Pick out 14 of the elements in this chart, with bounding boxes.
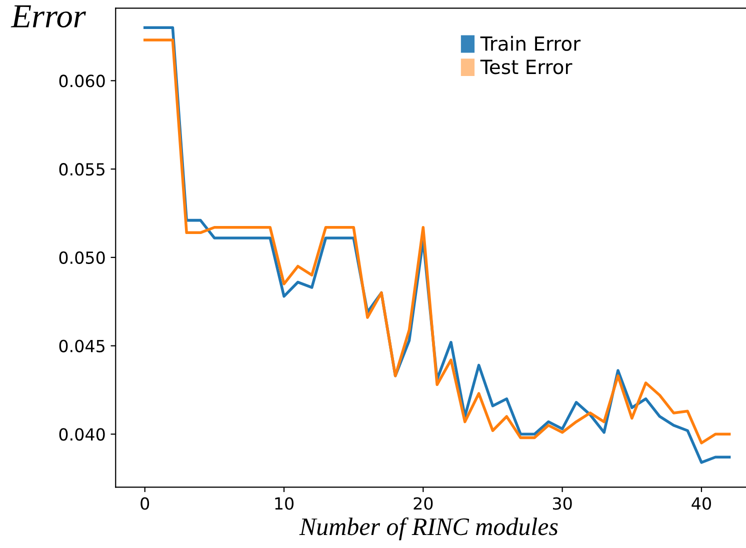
y-tick-label: 0.040 [59, 428, 105, 441]
y-tick-label: 0.050 [59, 251, 105, 264]
x-tick-label: 40 [692, 497, 711, 510]
x-tick-label: 20 [414, 497, 433, 510]
y-axis-title: Error [10, 5, 86, 28]
y-tick-label: 0.055 [59, 163, 104, 176]
x-tick-label: 10 [275, 497, 294, 510]
legend-label: Test Error [480, 60, 572, 74]
y-tick-label: 0.060 [59, 74, 105, 88]
legend-label: Train Error [480, 36, 581, 51]
x-tick-label: 0 [140, 497, 150, 510]
y-tick-label: 0.045 [59, 340, 104, 352]
x-tick-label: 30 [552, 497, 572, 510]
x-axis-title: Number of RINC modules [299, 517, 558, 540]
